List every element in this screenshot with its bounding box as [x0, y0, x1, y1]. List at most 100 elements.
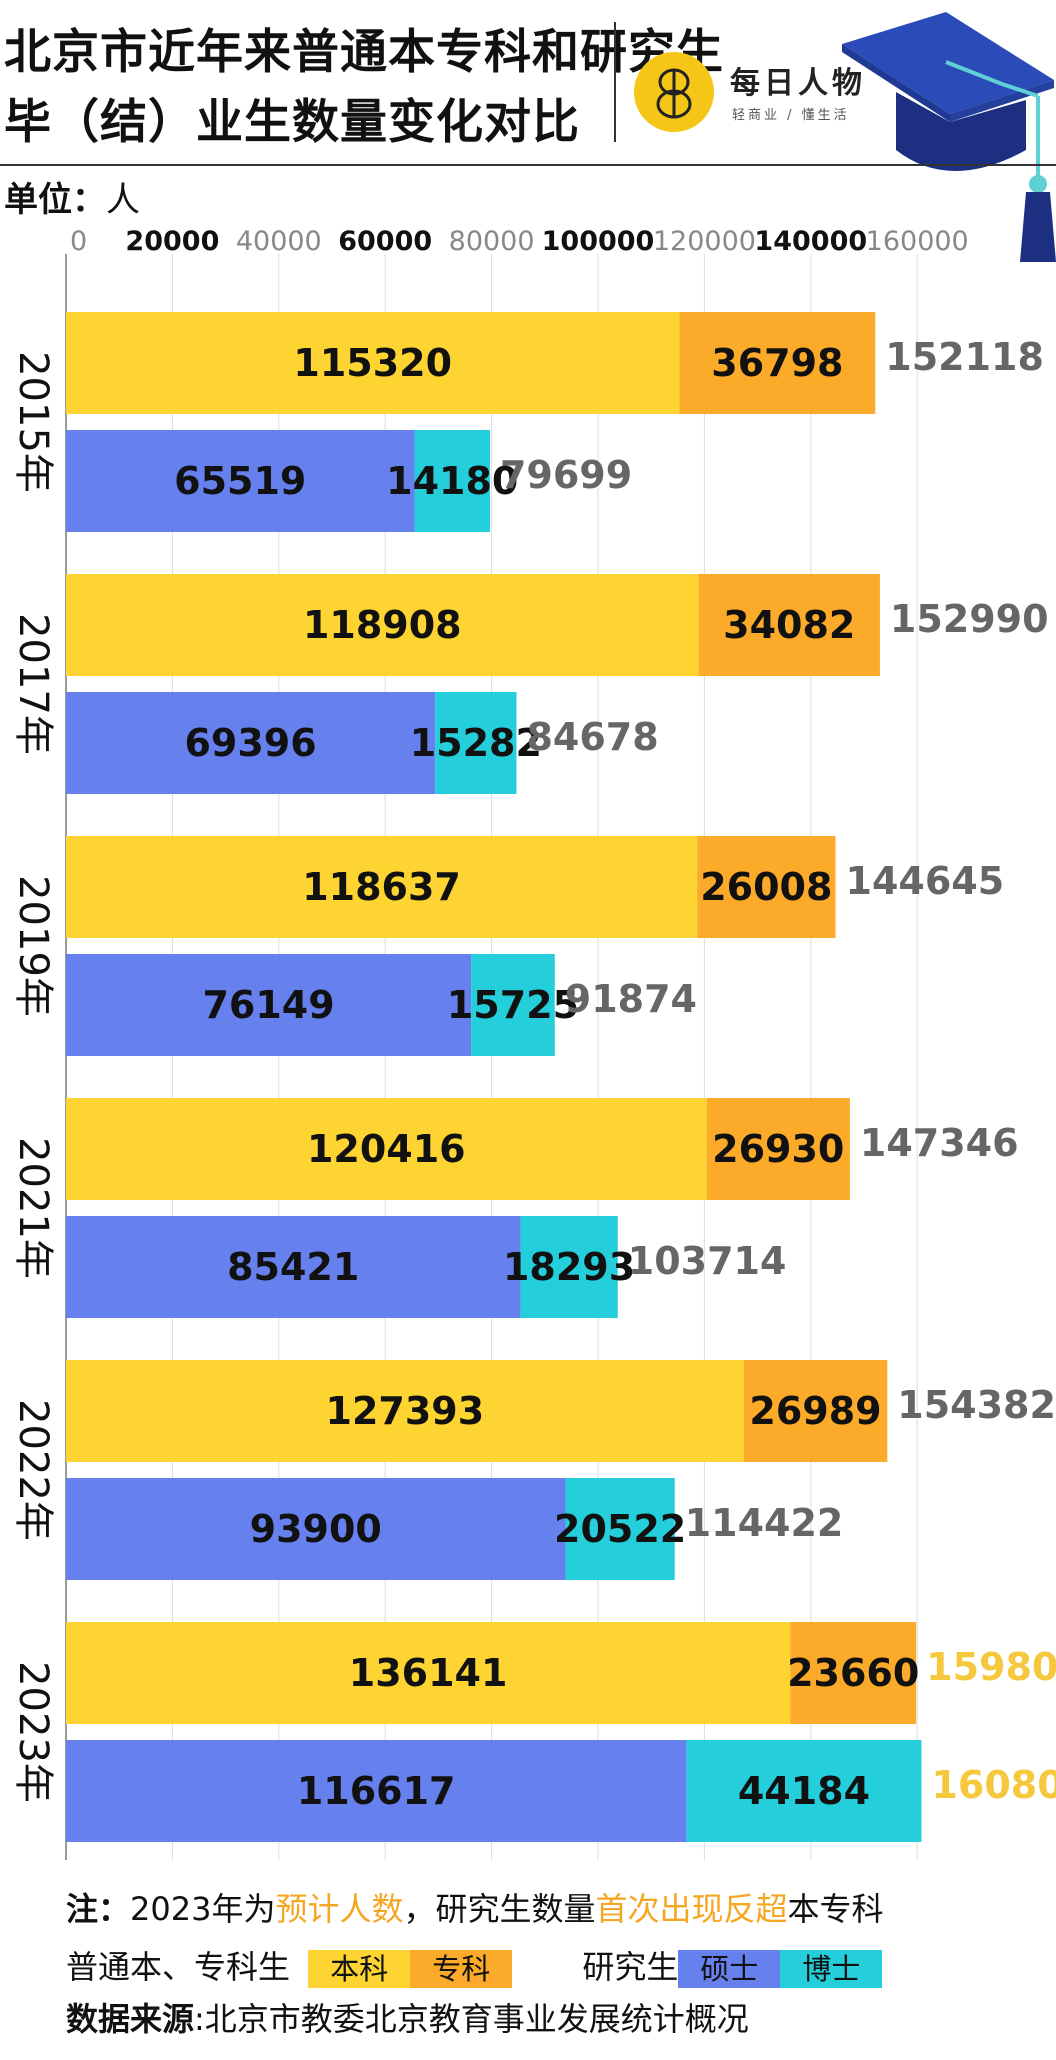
data-source-label: 数据来源 [66, 2000, 195, 2038]
category-label: 2021年 [10, 1137, 56, 1279]
bar-本科 [66, 1360, 744, 1462]
brand-logo-icon [634, 52, 714, 132]
footnote-part-5: 本专科 [787, 1890, 884, 1928]
bar-专科 [743, 1360, 888, 1462]
footnote-label: 注： [66, 1890, 131, 1928]
data-label: 20522 [554, 1507, 686, 1551]
data-source-text: :北京市教委北京教育事业发展统计概况 [194, 2000, 749, 2038]
x-tick-label: 100000 [542, 226, 655, 257]
data-label: 76149 [202, 983, 334, 1027]
bar-本科 [66, 312, 680, 414]
legend-item-boshi: 博士 [780, 1950, 883, 1988]
data-label: 15282 [410, 721, 542, 765]
data-source: 数据来源:北京市教委北京教育事业发展统计概况 [66, 1994, 749, 2040]
bar-博士 [435, 692, 517, 794]
category-label: 2023年 [10, 1661, 56, 1803]
bar-博士 [414, 430, 490, 532]
data-label: 34082 [723, 603, 855, 647]
data-label: 26930 [712, 1127, 844, 1171]
bar-本科 [66, 1622, 791, 1724]
bar-专科 [790, 1622, 917, 1724]
data-label: 116617 [297, 1769, 456, 1813]
data-label: 36798 [711, 341, 843, 385]
footnote-part-2: 预计人数 [275, 1890, 404, 1928]
legend-item-zhuanke: 专科 [410, 1950, 513, 1988]
data-label: 118637 [302, 865, 461, 909]
data-label: 69396 [184, 721, 316, 765]
bar-硕士 [66, 1740, 687, 1842]
total-label: 91874 [565, 977, 697, 1021]
chart-title: 北京市近年来普通本专科和研究生 毕（结）业生数量变化对比 [4, 18, 724, 158]
total-label: 103714 [628, 1239, 787, 1283]
footnote: 注：2023年为预计人数，研究生数量首次出现反超本专科 [66, 1884, 884, 1930]
x-tick-label: 120000 [653, 226, 756, 257]
unit-label: 单位：人 [4, 172, 140, 221]
data-label: 14180 [386, 459, 518, 503]
legend-group-label-graduate: 研究生 [582, 1948, 679, 1986]
title-divider [614, 22, 616, 142]
bar-博士 [520, 1216, 618, 1318]
data-label: 26989 [749, 1389, 881, 1433]
total-label: 147346 [860, 1121, 1019, 1165]
bar-博士 [471, 954, 555, 1056]
bar-专科 [706, 1098, 850, 1200]
legend-item-shuoshi: 硕士 [678, 1950, 781, 1988]
chart-title-line2: 毕（结）业生数量变化对比 [4, 95, 580, 150]
category-label: 2019年 [10, 875, 56, 1017]
total-label: 79699 [500, 453, 632, 497]
footnote-part-1: 2023年为 [130, 1890, 276, 1928]
header-rule [0, 164, 1056, 166]
footnote-part-4: 首次出现反超 [595, 1890, 788, 1928]
x-tick-label: 40000 [236, 226, 322, 257]
data-label: 127393 [326, 1389, 485, 1433]
total-label: 160801 [931, 1763, 1056, 1807]
bar-本科 [66, 574, 699, 676]
bar-博士 [686, 1740, 922, 1842]
footnote-part-3: ，研究生数量 [403, 1890, 596, 1928]
legend-group-label-undergrad: 普通本、专科生 [66, 1948, 291, 1986]
bar-硕士 [66, 1216, 521, 1318]
unit-label-key: 单位： [4, 180, 106, 220]
total-label: 152118 [885, 335, 1044, 379]
total-label: 154382 [897, 1383, 1056, 1427]
data-label: 93900 [250, 1507, 382, 1551]
data-label: 118908 [303, 603, 462, 647]
brand-logo: 每日人物 轻商业 / 懂生活 [634, 52, 874, 136]
total-label: 114422 [685, 1501, 844, 1545]
x-tick-label: 0 [70, 226, 87, 257]
legend-item-benke: 本科 [308, 1950, 411, 1988]
data-label: 65519 [174, 459, 306, 503]
brand-slogan: 轻商业 / 懂生活 [732, 108, 850, 123]
bar-硕士 [66, 954, 472, 1056]
x-tick-label: 80000 [449, 226, 535, 257]
bar-本科 [66, 1098, 707, 1200]
category-label: 2022年 [10, 1399, 56, 1541]
brand-name: 每日人物 [730, 66, 866, 101]
x-tick-label: 60000 [338, 226, 432, 257]
category-label: 2017年 [10, 613, 56, 755]
graduation-cap-icon [842, 12, 1056, 262]
bar-硕士 [66, 430, 415, 532]
data-label: 18293 [503, 1245, 635, 1289]
data-label: 120416 [307, 1127, 466, 1171]
bar-专科 [697, 836, 836, 938]
data-label: 23660 [787, 1651, 919, 1695]
legend: 普通本、专科生 本科 专科 研究生 硕士 博士 [66, 1942, 883, 1988]
chart-title-line1: 北京市近年来普通本专科和研究生 [4, 25, 724, 80]
data-label: 115320 [293, 341, 452, 385]
x-tick-label: 140000 [754, 226, 867, 257]
bar-硕士 [66, 1478, 566, 1580]
unit-label-value: 人 [106, 180, 140, 220]
x-tick-label: 160000 [866, 226, 969, 257]
data-label: 26008 [700, 865, 832, 909]
total-label: 84678 [526, 715, 658, 759]
data-label: 44184 [738, 1769, 870, 1813]
total-label: 144645 [846, 859, 1005, 903]
data-label: 85421 [227, 1245, 359, 1289]
bar-专科 [679, 312, 876, 414]
bar-专科 [698, 574, 880, 676]
total-label: 152990 [890, 597, 1049, 641]
bar-本科 [66, 836, 698, 938]
data-label: 15725 [447, 983, 579, 1027]
